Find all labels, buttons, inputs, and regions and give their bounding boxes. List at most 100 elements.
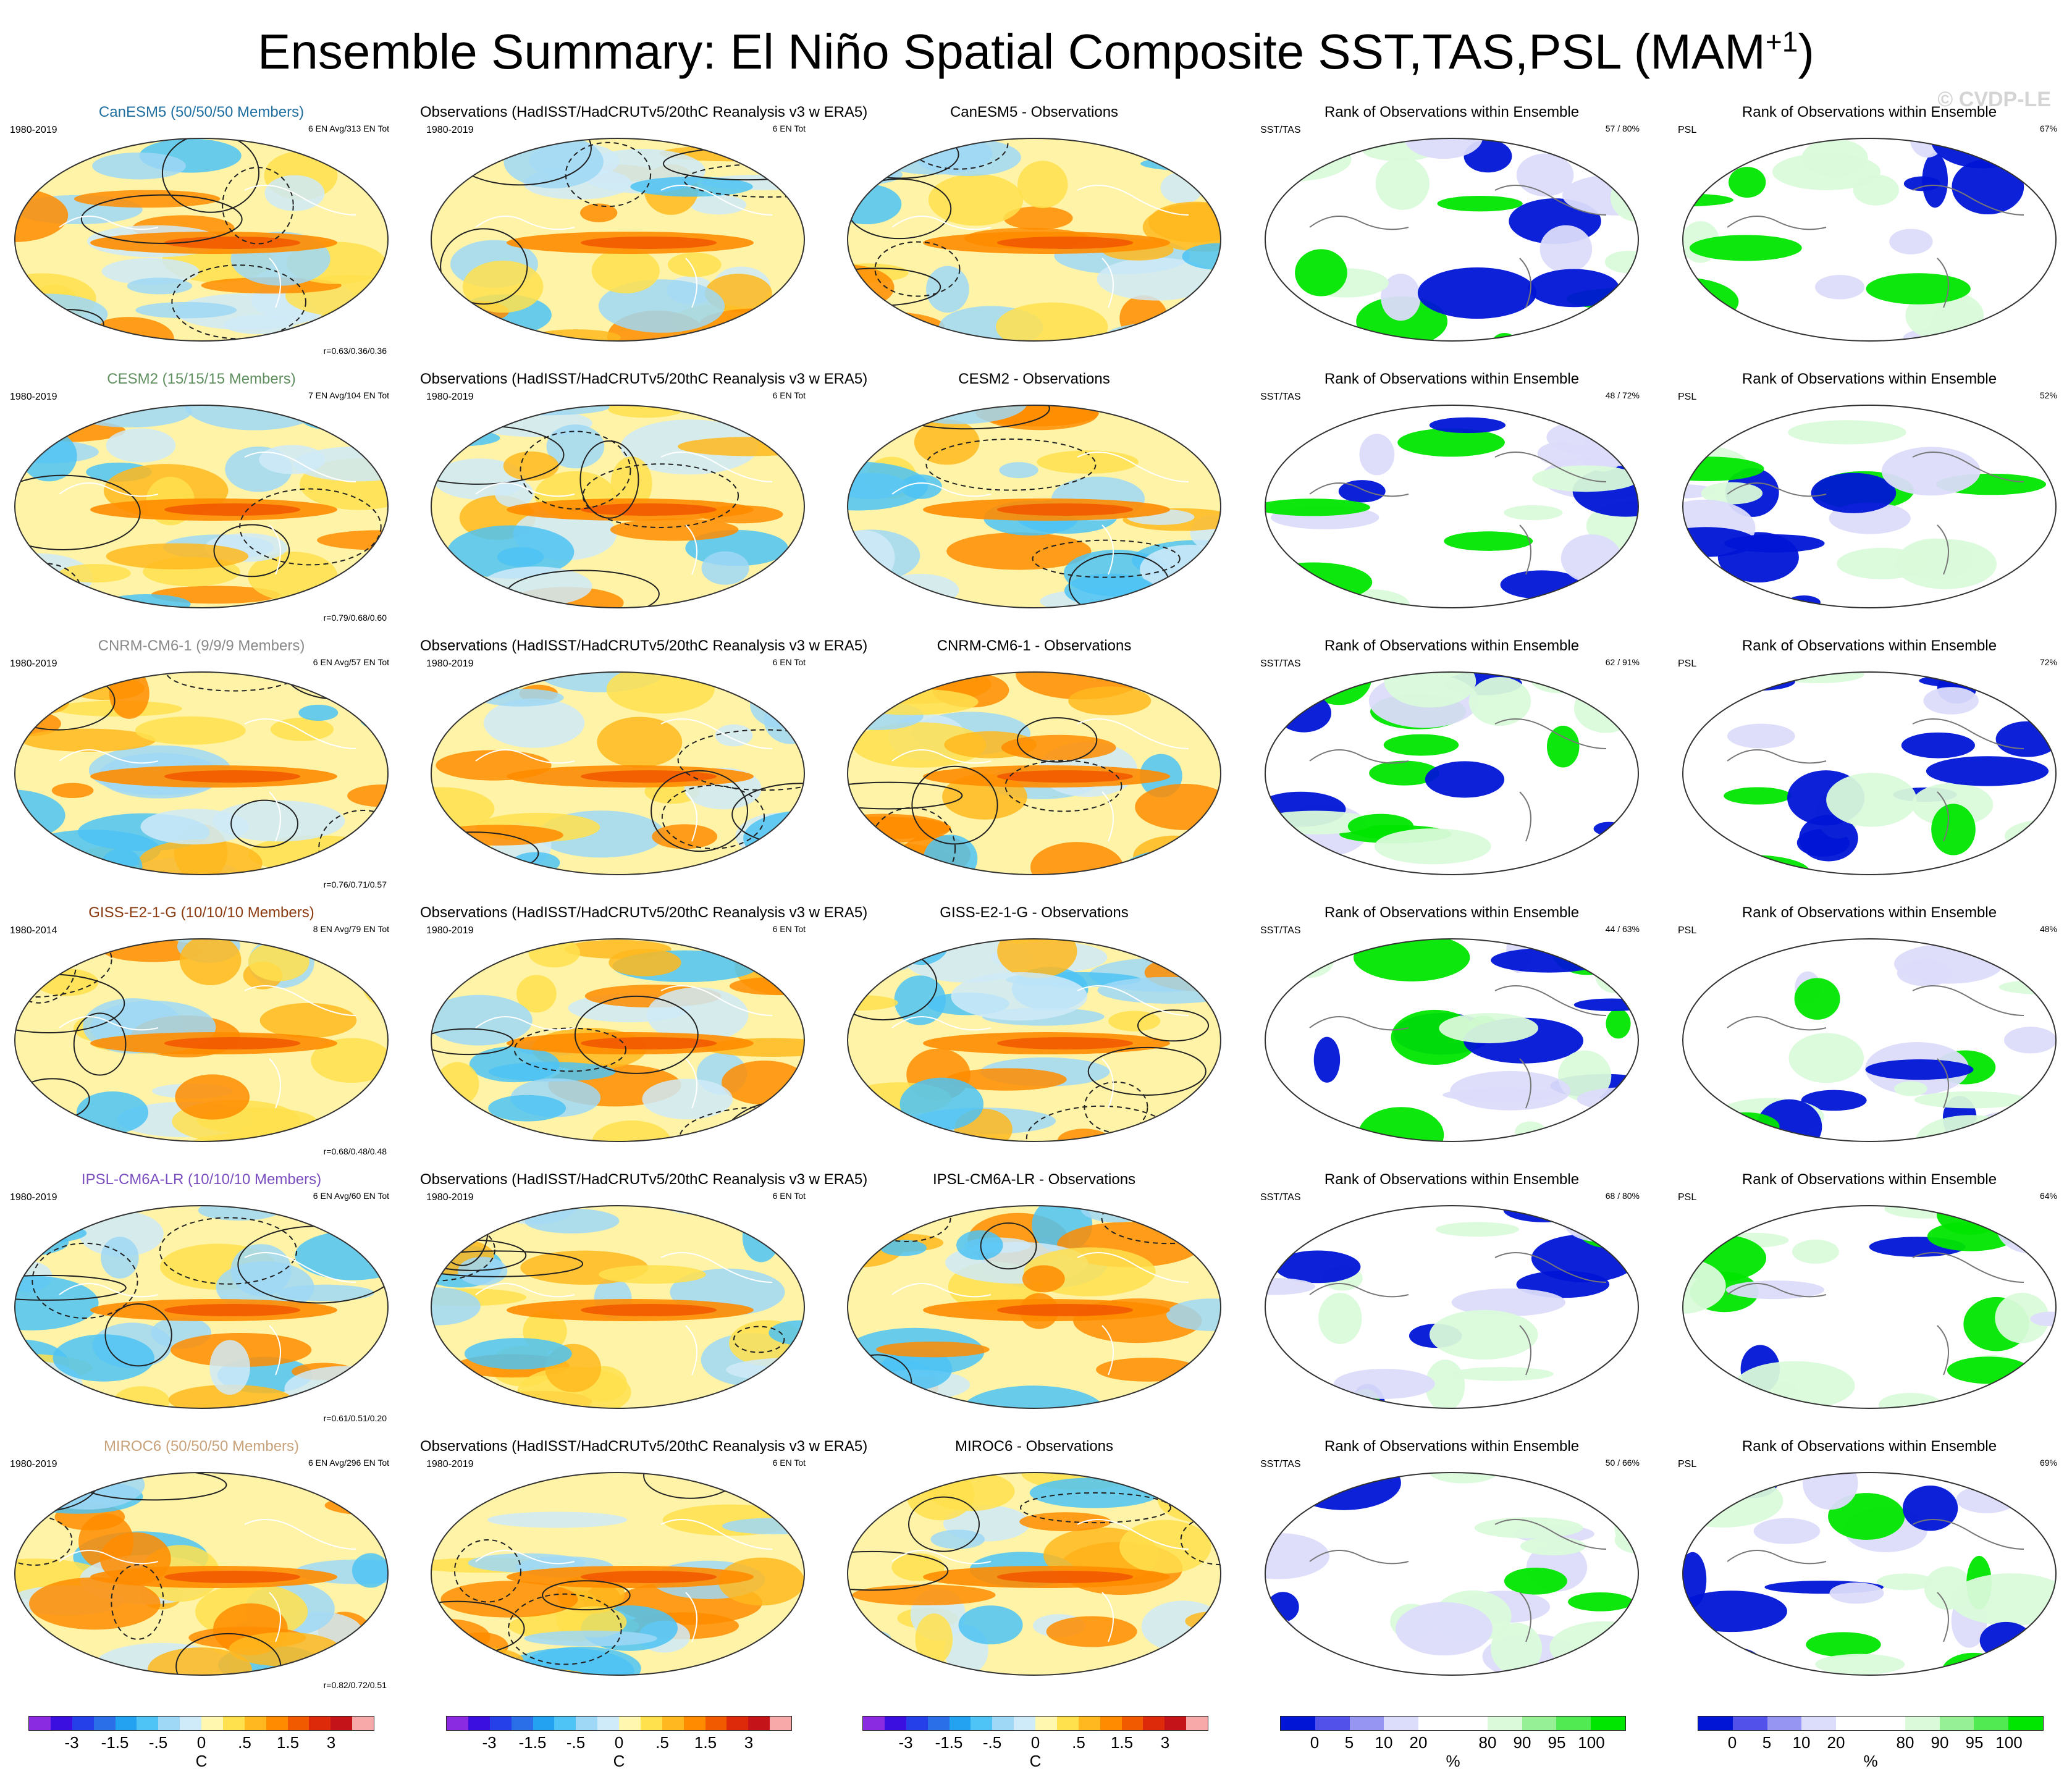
panel-title: Rank of Observations within Ensemble: [1324, 1171, 1580, 1188]
panel-right-label: 50 / 66%: [1605, 1458, 1640, 1468]
colorbar-tick: 90: [1513, 1733, 1531, 1752]
panel-right-label: 67%: [2039, 124, 2057, 133]
panel-right-label: 6 EN Tot: [772, 1191, 806, 1201]
panel-left-label: SST/TAS: [1260, 1459, 1301, 1469]
panel-right-label: 6 EN Tot: [772, 124, 806, 133]
colorbar-swatch: [1418, 1717, 1453, 1730]
panel-title: Rank of Observations within Ensemble: [1741, 637, 1997, 654]
difference-panel: CNRM-CM6-1 - Observations: [836, 637, 1232, 897]
observations-panel: Observations (HadISST/HadCRUTv5/20thC Re…: [420, 371, 867, 630]
rank-map: [1265, 1472, 1639, 1676]
panel-left-label: 1980-2019: [10, 392, 57, 402]
panel-left-label: SST/TAS: [1260, 392, 1301, 402]
panel-title: GISS-E2-1-G - Observations: [940, 904, 1129, 921]
colorbar-swatch: [1870, 1717, 1905, 1730]
colorbar-swatch: [1315, 1717, 1350, 1730]
pattern-correlation: r=0.76/0.71/0.57: [323, 880, 387, 889]
rank-map: [1682, 938, 2057, 1142]
colorbar-swatch: [1698, 1717, 1733, 1730]
panel-left-label: 1980-2019: [10, 125, 57, 135]
panel-title: GISS-E2-1-G (10/10/10 Members): [88, 904, 314, 921]
panel-right-label: 72%: [2039, 657, 2057, 667]
difference-panel: MIROC6 - Observations: [836, 1438, 1232, 1697]
colorbar-swatch: [576, 1717, 598, 1730]
panel-title: Rank of Observations within Ensemble: [1324, 371, 1580, 387]
colorbar-tick: -1.5: [101, 1733, 129, 1752]
colorbar-tick: 10: [1375, 1733, 1393, 1752]
colorbar-unit: %: [1863, 1752, 1878, 1770]
temperature-map: [847, 405, 1221, 608]
panel-right-label: 6 EN Avg/313 EN Tot: [308, 124, 389, 133]
panel-right-label: 44 / 63%: [1605, 924, 1640, 934]
panel-right-label: 64%: [2039, 1191, 2057, 1201]
panel-right-label: 57 / 80%: [1605, 124, 1640, 133]
panel-title: CESM2 - Observations: [958, 371, 1110, 387]
temperature-map: [847, 671, 1221, 875]
temperature-map: [847, 938, 1221, 1142]
model-composite-panel: CNRM-CM6-1 (9/9/9 Members) 1980-2019 6 EN …: [4, 637, 399, 897]
temperature-map: [14, 938, 389, 1142]
colorbar-tick: 80: [1896, 1733, 1914, 1752]
colorbar-swatch: [1452, 1717, 1488, 1730]
rank-map: [1682, 405, 2057, 608]
colorbar-swatch: [244, 1717, 266, 1730]
colorbar-unit: C: [1029, 1752, 1042, 1770]
colorbar-swatch: [137, 1717, 159, 1730]
panel-right-label: 6 EN Tot: [772, 390, 806, 400]
colorbar-swatch: [331, 1717, 353, 1730]
colorbar-unit: C: [613, 1752, 625, 1770]
colorbar-swatch: [971, 1717, 993, 1730]
panel-left-label: SST/TAS: [1260, 1192, 1301, 1203]
rank-map: [1682, 671, 2057, 875]
colorbar-tick: -3: [64, 1733, 79, 1752]
panel-right-label: 48%: [2039, 924, 2057, 934]
panel-right-label: 8 EN Avg/79 EN Tot: [313, 924, 389, 934]
rank-map: [1682, 1472, 2057, 1676]
panel-left-label: SST/TAS: [1260, 658, 1301, 669]
colorbar-swatch: [1078, 1717, 1100, 1730]
rank-map: [1265, 938, 1639, 1142]
colorbar-tick: 95: [1965, 1733, 1984, 1752]
colorbar-tick: 1.5: [1110, 1733, 1134, 1752]
sst-rank-panel: Rank of Observations within Ensemble SST/…: [1254, 1438, 1649, 1697]
model-temperature-colorbar: -3 -1.5 -.5 0 .5 1.5 3 C: [28, 1716, 374, 1771]
diff-temperature-colorbar: -3 -1.5 -.5 0 .5 1.5 3 C: [862, 1716, 1208, 1771]
colorbar-swatch: [1014, 1717, 1035, 1730]
colorbar-swatch: [50, 1717, 72, 1730]
panel-title: Rank of Observations within Ensemble: [1324, 104, 1580, 120]
panel-title: CNRM-CM6-1 (9/9/9 Members): [98, 637, 305, 654]
colorbar-swatch: [1121, 1717, 1143, 1730]
model-composite-panel: CanESM5 (50/50/50 Members) 1980-2019 6 EN …: [4, 104, 399, 363]
panel-left-label: 1980-2019: [10, 1192, 57, 1203]
colorbar-tick: 95: [1548, 1733, 1566, 1752]
panel-title: Rank of Observations within Ensemble: [1741, 1171, 1997, 1188]
panel-title: Rank of Observations within Ensemble: [1324, 637, 1580, 654]
colorbar-swatch: [1281, 1717, 1315, 1730]
sst-rank-panel: Rank of Observations within Ensemble SST/…: [1254, 637, 1649, 897]
colorbar-tick: 90: [1931, 1733, 1949, 1752]
observations-panel: Observations (HadISST/HadCRUTv5/20thC Re…: [420, 1438, 867, 1697]
colorbar-swatch: [115, 1717, 137, 1730]
panel-right-label: 6 EN Avg/60 EN Tot: [313, 1191, 389, 1201]
panel-left-label: 1980-2019: [10, 1459, 57, 1469]
colorbar-tick: .5: [1072, 1733, 1085, 1752]
colorbar-swatch: [726, 1717, 749, 1730]
panel-right-label: 52%: [2039, 390, 2057, 400]
colorbar-swatch: [180, 1717, 201, 1730]
temperature-map: [431, 1205, 805, 1409]
colorbar-swatch: [927, 1717, 950, 1730]
model-composite-panel: MIROC6 (50/50/50 Members) 1980-2019 6 EN A…: [4, 1438, 399, 1697]
panel-left-label: 1980-2014: [10, 925, 57, 936]
panel-right-label: 62 / 91%: [1605, 657, 1640, 667]
figure-title: Ensemble Summary: El Niño Spatial Compos…: [258, 24, 1814, 79]
colorbar-tick: 1.5: [276, 1733, 300, 1752]
psl-rank-panel: Rank of Observations within Ensemble PSL 6…: [1672, 1438, 2067, 1697]
colorbar-tick: 20: [1409, 1733, 1428, 1752]
colorbar-swatch: [266, 1717, 288, 1730]
sst-rank-panel: Rank of Observations within Ensemble SST/…: [1254, 104, 1649, 363]
colorbar-swatch: [29, 1717, 51, 1730]
colorbar-swatch: [201, 1717, 223, 1730]
colorbar-tick: 5: [1344, 1733, 1354, 1752]
colorbar-tick: 80: [1478, 1733, 1497, 1752]
colorbar-tick: 100: [1578, 1733, 1605, 1752]
